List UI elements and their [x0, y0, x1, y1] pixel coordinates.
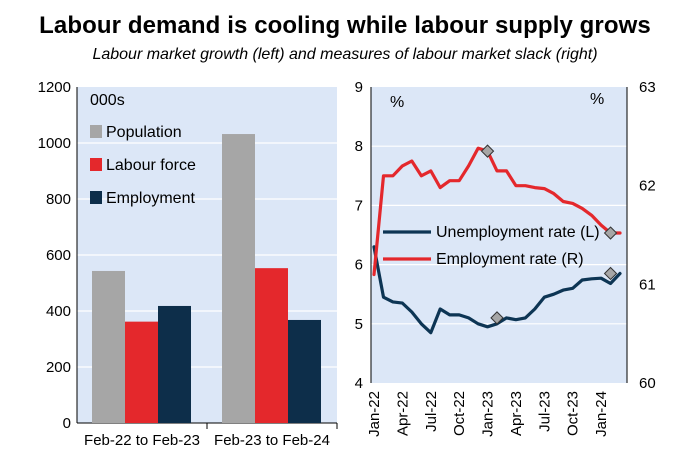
legend-label: Employment	[106, 190, 195, 207]
y-left-tick-label: 9	[355, 79, 363, 96]
y-right-tick-label: 60	[639, 375, 656, 392]
y-tick-label: 400	[46, 303, 71, 320]
y-tick-label: 800	[46, 191, 71, 208]
y-left-tick-label: 6	[355, 257, 363, 274]
labour-force-bar	[125, 321, 158, 423]
x-tick-label: Feb-23 to Feb-24	[214, 432, 330, 449]
y-tick-label: 1000	[38, 135, 71, 152]
y-right-tick-label: 63	[639, 79, 656, 96]
plot-area	[371, 87, 627, 383]
unit-label: 000s	[90, 92, 125, 109]
x-tick-label: Oct-22	[451, 391, 468, 436]
x-tick-label: Jul-23	[536, 391, 553, 432]
population-bar	[222, 134, 255, 424]
x-tick-label: Apr-22	[394, 391, 411, 436]
legend-swatch	[90, 158, 102, 171]
legend-label: Population	[106, 124, 182, 141]
x-tick-label: Jul-22	[423, 391, 440, 432]
legend-label: Labour force	[106, 157, 196, 174]
y-right-tick-label: 62	[639, 178, 656, 195]
legend-swatch	[90, 125, 102, 138]
x-tick-label: Feb-22 to Feb-23	[84, 432, 200, 449]
highlight-marker	[490, 311, 504, 325]
population-bar	[92, 270, 125, 423]
y-left-tick-label: 5	[355, 316, 363, 333]
employment-bar	[158, 305, 191, 423]
y-tick-label: 200	[46, 359, 71, 376]
x-tick-label: Oct-23	[565, 391, 582, 436]
labour-force-bar	[255, 268, 288, 423]
y-left-tick-label: 4	[355, 375, 363, 392]
y-tick-label: 600	[46, 247, 71, 264]
employment-bar	[288, 319, 321, 423]
left-unit-label: %	[390, 94, 404, 111]
y-left-tick-label: 7	[355, 197, 363, 214]
x-tick-label: Jan-24	[593, 391, 610, 437]
legend-swatch	[90, 191, 102, 204]
legend-label: Employment rate (R)	[436, 251, 584, 268]
chart-title: Labour demand is cooling while labour su…	[39, 12, 651, 39]
chart-subtitle: Labour market growth (left) and measures…	[92, 46, 598, 63]
legend-label: Unemployment rate (L)	[436, 224, 600, 241]
x-tick-label: Apr-23	[508, 391, 525, 436]
highlight-marker	[603, 266, 618, 281]
highlight-marker	[480, 144, 495, 158]
y-left-tick-label: 8	[355, 138, 363, 155]
x-tick-label: Jan-22	[366, 391, 383, 437]
x-tick-label: Jan-23	[480, 391, 497, 437]
y-right-tick-label: 61	[639, 276, 656, 293]
right-unit-label: %	[590, 91, 604, 108]
y-tick-label: 1200	[38, 79, 71, 96]
employment-rate-line	[372, 146, 622, 277]
y-tick-label: 0	[63, 415, 71, 432]
highlight-marker	[603, 226, 618, 240]
